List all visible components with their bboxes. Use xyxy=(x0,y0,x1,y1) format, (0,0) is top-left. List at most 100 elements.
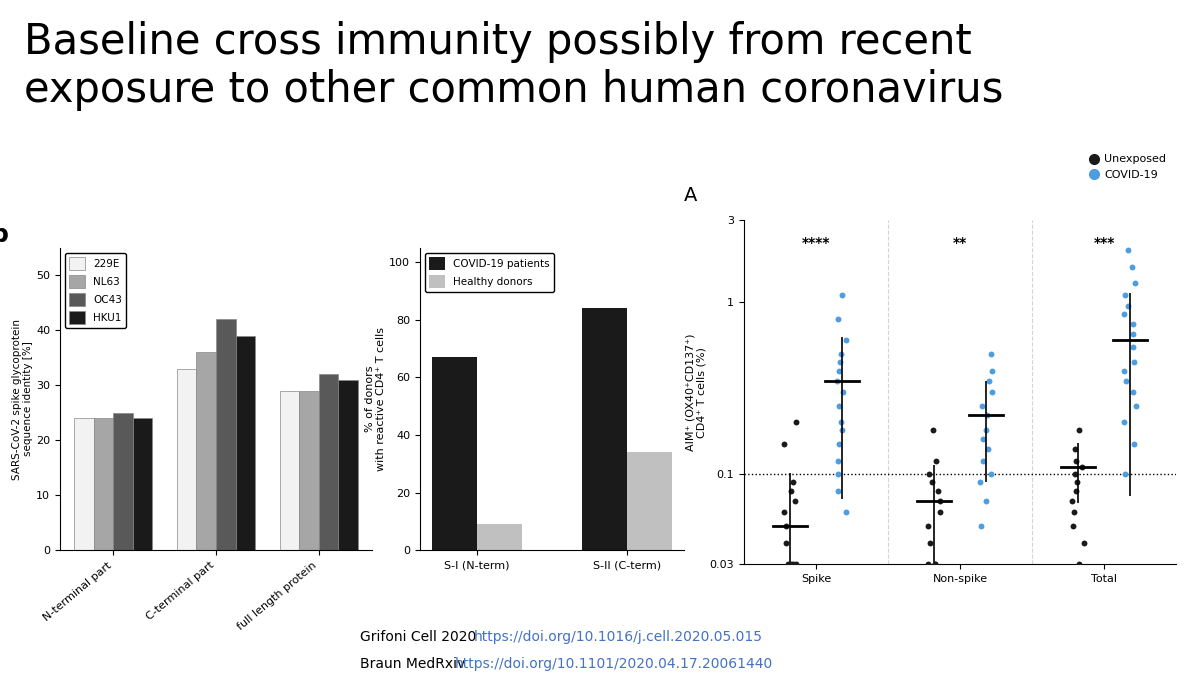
Point xyxy=(930,495,949,506)
Y-axis label: % of donors
with reactive CD4⁺ T cells: % of donors with reactive CD4⁺ T cells xyxy=(365,327,386,471)
Point xyxy=(830,356,850,367)
Bar xyxy=(176,369,197,550)
Point xyxy=(1127,400,1146,411)
Point xyxy=(1123,341,1142,352)
Point xyxy=(1067,477,1086,488)
Point xyxy=(919,559,938,570)
Point xyxy=(832,349,851,360)
Point xyxy=(974,433,994,444)
Point xyxy=(1062,495,1081,506)
Point xyxy=(1064,507,1084,518)
Bar xyxy=(478,524,522,550)
Text: ***: *** xyxy=(1093,237,1115,250)
Point xyxy=(1122,261,1141,272)
Point xyxy=(1066,469,1085,480)
Point xyxy=(925,559,944,570)
Point xyxy=(982,469,1001,480)
Legend: 229E, NL63, OC43, HKU1: 229E, NL63, OC43, HKU1 xyxy=(65,253,126,327)
Point xyxy=(978,444,997,455)
Legend: COVID-19 patients, Healthy donors: COVID-19 patients, Healthy donors xyxy=(425,253,554,292)
Point xyxy=(1123,329,1142,340)
Point xyxy=(836,507,856,518)
Y-axis label: AIM⁺ (OX40⁺CD137⁺)
CD4⁺ T cells (%): AIM⁺ (OX40⁺CD137⁺) CD4⁺ T cells (%) xyxy=(685,334,707,451)
Point xyxy=(784,559,803,570)
Point xyxy=(930,507,949,518)
Bar xyxy=(197,352,216,550)
Point xyxy=(829,438,848,449)
Text: Grifoni Cell 2020: Grifoni Cell 2020 xyxy=(360,630,481,643)
Point xyxy=(982,365,1001,376)
Point xyxy=(919,469,938,480)
Bar xyxy=(235,336,256,550)
Bar xyxy=(216,319,235,550)
Point xyxy=(834,387,853,398)
Point xyxy=(1116,375,1135,386)
Bar xyxy=(319,374,338,550)
Bar xyxy=(74,418,94,550)
Point xyxy=(833,290,852,301)
Point xyxy=(828,375,847,386)
Point xyxy=(833,424,852,436)
Point xyxy=(971,477,990,488)
Point xyxy=(1067,486,1086,497)
Point xyxy=(828,486,847,497)
Point xyxy=(785,495,804,506)
Bar xyxy=(338,380,358,550)
Text: A: A xyxy=(684,186,697,205)
Text: https://doi.org/10.1101/2020.04.17.20061440: https://doi.org/10.1101/2020.04.17.20061… xyxy=(455,657,773,671)
Point xyxy=(1115,309,1134,320)
Point xyxy=(977,495,996,506)
Text: https://doi.org/10.1016/j.cell.2020.05.015: https://doi.org/10.1016/j.cell.2020.05.0… xyxy=(474,630,763,643)
Point xyxy=(1118,301,1138,312)
Bar xyxy=(432,357,478,550)
Point xyxy=(781,559,800,570)
Point xyxy=(973,455,992,466)
Point xyxy=(1114,365,1133,376)
Point xyxy=(1074,537,1093,548)
Point xyxy=(781,486,800,497)
Text: Braun MedRxiv: Braun MedRxiv xyxy=(360,657,469,671)
Point xyxy=(1116,469,1135,480)
Point xyxy=(1124,356,1144,367)
Point xyxy=(972,400,991,411)
Point xyxy=(836,335,856,346)
Point xyxy=(922,477,941,488)
Point xyxy=(776,537,796,548)
Bar xyxy=(133,418,152,550)
Point xyxy=(776,521,796,532)
Text: b: b xyxy=(0,224,10,248)
Point xyxy=(775,507,794,518)
Point xyxy=(919,521,938,532)
Bar xyxy=(299,391,319,550)
Point xyxy=(983,387,1002,398)
Text: **: ** xyxy=(953,237,967,250)
Point xyxy=(828,469,847,480)
Point xyxy=(786,559,805,570)
Point xyxy=(832,417,851,428)
Point xyxy=(1124,387,1144,398)
Point xyxy=(828,314,847,325)
Point xyxy=(980,375,1000,386)
Y-axis label: SARS-CoV-2 spike glycoprotein
sequence identity [%]: SARS-CoV-2 spike glycoprotein sequence i… xyxy=(12,319,34,480)
Point xyxy=(924,424,943,436)
Point xyxy=(786,417,805,428)
Point xyxy=(1073,462,1092,473)
Point xyxy=(1066,444,1085,455)
Text: Baseline cross immunity possibly from recent
exposure to other common human coro: Baseline cross immunity possibly from re… xyxy=(24,21,1003,111)
Bar xyxy=(628,453,672,550)
Point xyxy=(1069,559,1088,570)
Point xyxy=(977,424,996,436)
Point xyxy=(829,365,848,376)
Point xyxy=(774,438,793,449)
Point xyxy=(920,537,940,548)
Point xyxy=(829,400,848,411)
Bar xyxy=(113,413,133,550)
Point xyxy=(1124,438,1144,449)
Point xyxy=(982,349,1001,360)
Point xyxy=(1067,455,1086,466)
Point xyxy=(1115,290,1134,301)
Point xyxy=(828,455,847,466)
Point xyxy=(926,559,946,570)
Point xyxy=(779,559,798,570)
Point xyxy=(1118,245,1138,256)
